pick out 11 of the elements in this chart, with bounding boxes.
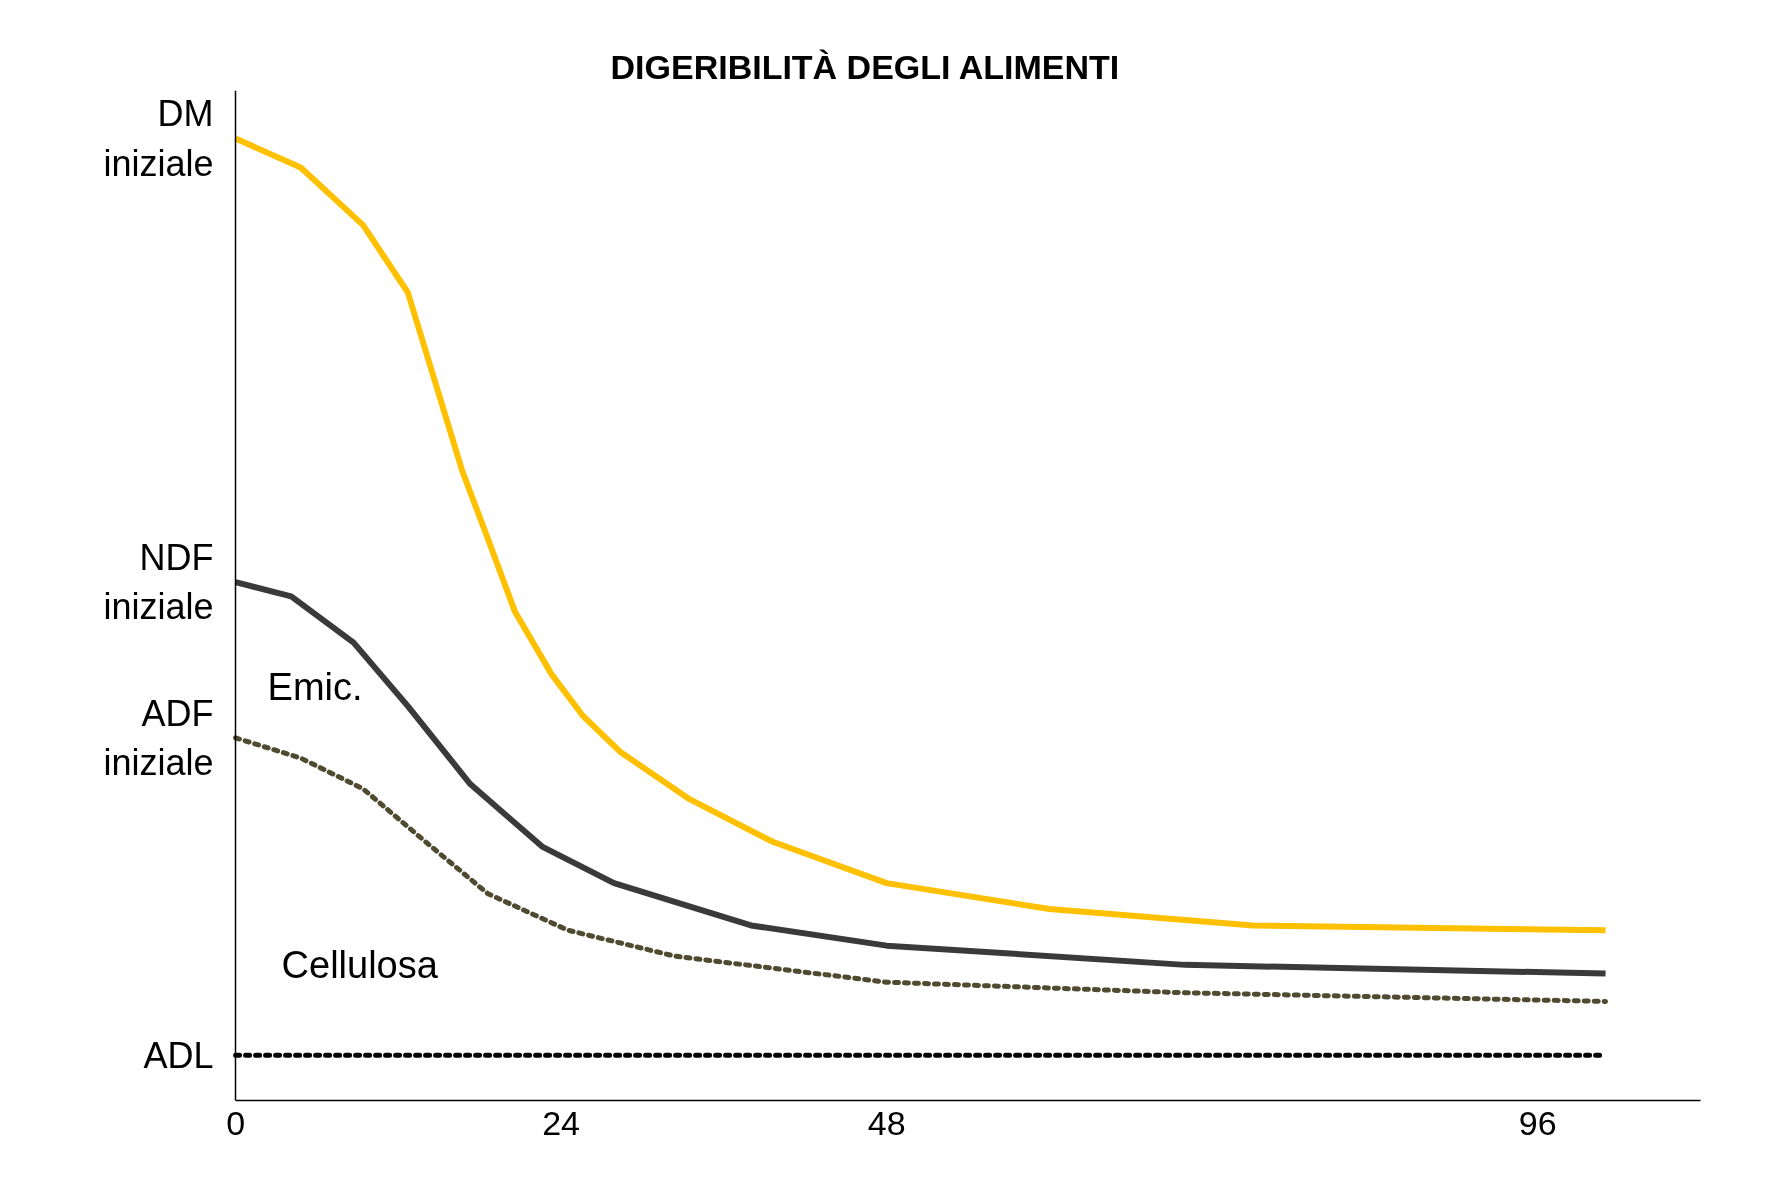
x-tick-label: 24 <box>542 1103 581 1142</box>
annotation: Emic. <box>267 666 363 709</box>
x-tick-label: 96 <box>1518 1103 1557 1142</box>
annotation: Cellulosa <box>281 943 439 986</box>
x-tick-label: 48 <box>867 1103 906 1142</box>
text: DM iniziale <box>103 93 214 184</box>
text: ADF iniziale <box>103 692 214 783</box>
text: ADL <box>143 1034 214 1076</box>
chart-title: DIGERIBILITÀ DEGLI ALIMENTI <box>610 47 1120 86</box>
text: NDF iniziale <box>103 536 214 628</box>
x-tick-label: 0 <box>226 1103 246 1142</box>
